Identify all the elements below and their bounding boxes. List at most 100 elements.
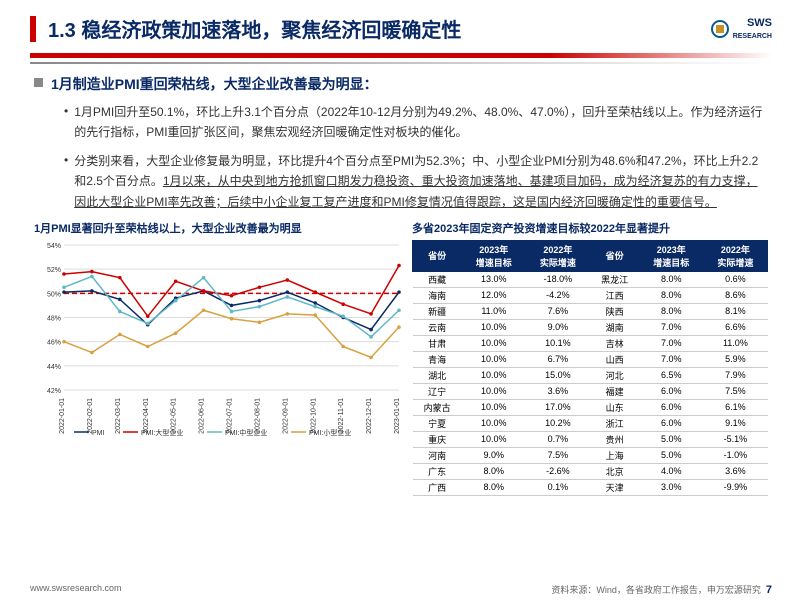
- table-cell: -18.0%: [526, 271, 590, 287]
- table-cell: 北京: [590, 463, 639, 479]
- lower-panels: 1月PMI显著回升至荣枯线以上，大型企业改善最为明显 42%44%46%48%5…: [34, 220, 768, 496]
- bullet-square-icon: [34, 78, 43, 87]
- bullet-main: 1月制造业PMI重回荣枯线，大型企业改善最为明显：: [34, 74, 768, 94]
- svg-text:48%: 48%: [47, 315, 61, 322]
- svg-text:44%: 44%: [47, 364, 61, 371]
- investment-target-table: 省份2023年增速目标2022年实际增速省份2023年增速目标2022年实际增速…: [412, 240, 768, 496]
- svg-text:2022-04-01: 2022-04-01: [143, 398, 150, 434]
- table-cell: 15.0%: [526, 367, 590, 383]
- table-cell: 7.5%: [703, 383, 767, 399]
- page-title: 1.3 稳经济政策加速落地，聚焦经济回暖确定性: [48, 14, 711, 43]
- table-cell: 山西: [590, 351, 639, 367]
- table-cell: 7.5%: [526, 447, 590, 463]
- table-cell: 10.1%: [526, 335, 590, 351]
- table-cell: 福建: [590, 383, 639, 399]
- table-cell: 13.0%: [462, 271, 526, 287]
- footer-url: www.swsresearch.com: [30, 583, 122, 596]
- table-header: 省份: [413, 240, 462, 271]
- table-cell: 6.6%: [703, 319, 767, 335]
- svg-text:2022-02-01: 2022-02-01: [87, 398, 94, 434]
- table-cell: 0.1%: [526, 479, 590, 495]
- table-cell: 10.0%: [462, 351, 526, 367]
- table-cell: 17.0%: [526, 399, 590, 415]
- svg-text:2022-12-01: 2022-12-01: [366, 398, 373, 434]
- table-cell: 天津: [590, 479, 639, 495]
- svg-text:42%: 42%: [47, 388, 61, 395]
- table-row: 青海10.0%6.7%山西7.0%5.9%: [413, 351, 768, 367]
- table-row: 湖北10.0%15.0%河北6.5%7.9%: [413, 367, 768, 383]
- table-cell: 重庆: [413, 431, 462, 447]
- svg-text:2022-11-01: 2022-11-01: [338, 398, 345, 433]
- table-cell: 青海: [413, 351, 462, 367]
- table-cell: 湖南: [590, 319, 639, 335]
- svg-text:2022-08-01: 2022-08-01: [254, 398, 261, 434]
- table-cell: 7.0%: [639, 319, 703, 335]
- table-cell: 7.6%: [526, 303, 590, 319]
- table-header: 2022年实际增速: [526, 240, 590, 271]
- table-cell: 10.0%: [462, 319, 526, 335]
- table-cell: 10.0%: [462, 335, 526, 351]
- table-cell: 8.0%: [639, 287, 703, 303]
- content: 1月制造业PMI重回荣枯线，大型企业改善最为明显： • 1月PMI回升至50.1…: [0, 74, 802, 496]
- logo-icon: [711, 20, 729, 38]
- table-cell: 贵州: [590, 431, 639, 447]
- para2-underline: 1月以来，从中央到地方抢抓窗口期发力稳投资、重大投资加速落地、基建项目加码，成为…: [74, 174, 757, 208]
- svg-text:2022-09-01: 2022-09-01: [282, 398, 289, 434]
- table-cell: 8.0%: [462, 463, 526, 479]
- table-cell: 4.0%: [639, 463, 703, 479]
- svg-text:PMI: PMI: [92, 430, 105, 437]
- table-cell: 10.0%: [462, 431, 526, 447]
- sub-bullet-2: • 分类别来看，大型企业修复最为明显，环比提升4个百分点至PMI为52.3%；中…: [64, 151, 768, 212]
- bullet-heading: 1月制造业PMI重回荣枯线，大型企业改善最为明显：: [51, 74, 378, 94]
- svg-text:2022-06-01: 2022-06-01: [199, 398, 206, 434]
- title-bar: 1.3 稳经济政策加速落地，聚焦经济回暖确定性 SWSRESEARCH: [0, 0, 802, 53]
- table-cell: 广西: [413, 479, 462, 495]
- footer: www.swsresearch.com 资料来源：Wind，各省政府工作报告，申…: [30, 583, 772, 596]
- table-cell: 10.0%: [462, 367, 526, 383]
- table-cell: 0.7%: [526, 431, 590, 447]
- table-cell: 8.0%: [639, 303, 703, 319]
- table-cell: 吉林: [590, 335, 639, 351]
- table-cell: 湖北: [413, 367, 462, 383]
- chart-section: 1月PMI显著回升至荣枯线以上，大型企业改善最为明显 42%44%46%48%5…: [34, 220, 404, 496]
- table-cell: 5.0%: [639, 431, 703, 447]
- pmi-line-chart: 42%44%46%48%50%52%54%2022-01-012022-02-0…: [34, 240, 404, 440]
- bullet-dot-icon: •: [64, 151, 68, 212]
- table-cell: 河北: [590, 367, 639, 383]
- table-cell: 10.0%: [462, 399, 526, 415]
- table-cell: 11.0%: [462, 303, 526, 319]
- table-cell: 5.0%: [639, 447, 703, 463]
- logo: SWSRESEARCH: [711, 17, 772, 41]
- chart-svg: 42%44%46%48%50%52%54%2022-01-012022-02-0…: [34, 240, 404, 440]
- svg-text:PMI:小型企业: PMI:小型企业: [309, 428, 351, 437]
- table-cell: 6.7%: [526, 351, 590, 367]
- table-cell: 6.1%: [703, 399, 767, 415]
- svg-text:PMI:大型企业: PMI:大型企业: [141, 428, 183, 437]
- table-cell: 5.9%: [703, 351, 767, 367]
- table-cell: 河南: [413, 447, 462, 463]
- svg-text:PMI:中型企业: PMI:中型企业: [225, 428, 267, 437]
- table-cell: -5.1%: [703, 431, 767, 447]
- table-header: 2023年增速目标: [639, 240, 703, 271]
- table-cell: 云南: [413, 319, 462, 335]
- table-cell: -1.0%: [703, 447, 767, 463]
- table-cell: 8.6%: [703, 287, 767, 303]
- logo-text: SWS: [747, 17, 772, 29]
- table-cell: 黑龙江: [590, 271, 639, 287]
- table-cell: 广东: [413, 463, 462, 479]
- svg-text:2022-07-01: 2022-07-01: [227, 398, 234, 434]
- table-cell: 3.6%: [703, 463, 767, 479]
- table-cell: 6.5%: [639, 367, 703, 383]
- table-cell: 10.2%: [526, 415, 590, 431]
- table-cell: 甘肃: [413, 335, 462, 351]
- table-cell: 陕西: [590, 303, 639, 319]
- table-row: 宁夏10.0%10.2%浙江6.0%9.1%: [413, 415, 768, 431]
- table-cell: 9.1%: [703, 415, 767, 431]
- table-cell: 3.0%: [639, 479, 703, 495]
- divider-gray: [30, 62, 772, 64]
- sub-bullet-1: • 1月PMI回升至50.1%，环比上升3.1个百分点（2022年10-12月分…: [64, 102, 768, 143]
- chart-title: 1月PMI显著回升至荣枯线以上，大型企业改善最为明显: [34, 220, 404, 236]
- svg-text:2022-03-01: 2022-03-01: [115, 398, 122, 434]
- table-cell: 西藏: [413, 271, 462, 287]
- table-row: 广西8.0%0.1%天津3.0%-9.9%: [413, 479, 768, 495]
